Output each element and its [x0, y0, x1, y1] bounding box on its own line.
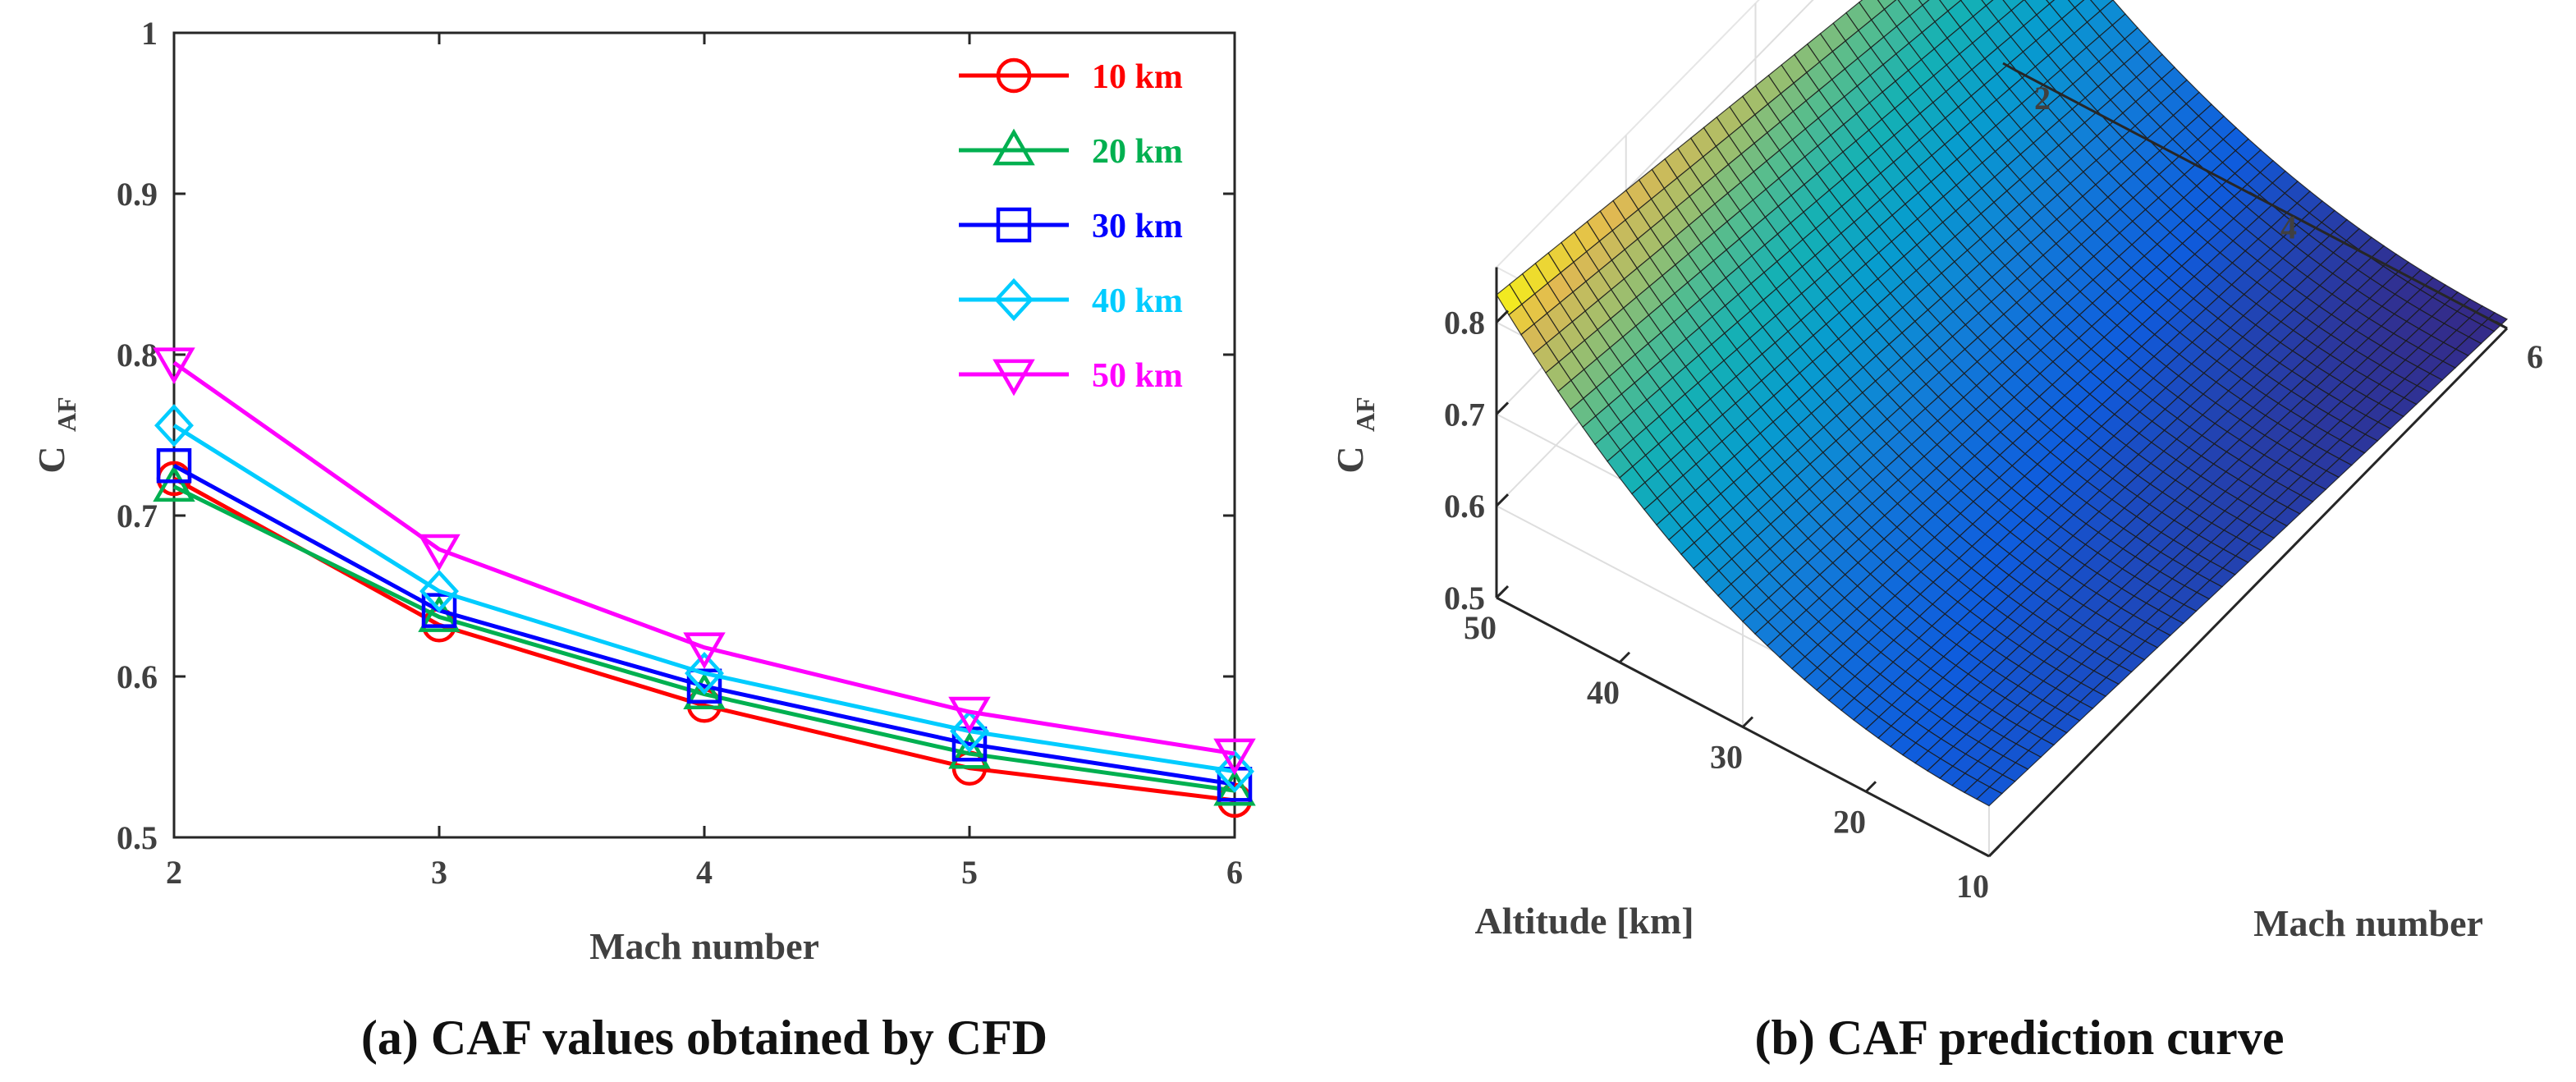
data-point: [153, 347, 195, 385]
chart-b-z-label-main: C: [1329, 446, 1371, 473]
chart-b-z-axis-label: C AF: [1329, 397, 1380, 473]
legend-entry: 20 km: [959, 128, 1183, 171]
chart-a-y-axis-label: C AF: [30, 397, 81, 473]
chart-a-x-axis-label: Mach number: [589, 925, 819, 967]
legend-label: 40 km: [1092, 282, 1183, 320]
legend-label: 30 km: [1092, 208, 1183, 245]
z-tick-mark: [1495, 493, 1510, 507]
chart-a-x-tick-label: 4: [696, 854, 713, 891]
altitude-tick-mark: [1618, 651, 1631, 663]
data-point: [948, 731, 991, 769]
surface-cell: [1975, 786, 2003, 807]
altitude-tick-label: 50: [1464, 609, 1497, 646]
data-point: [948, 696, 991, 734]
data-point: [683, 672, 726, 709]
data-point: [1213, 768, 1256, 806]
data-point: [154, 404, 194, 447]
series-50-km: [153, 347, 1256, 776]
mach-tick-label: 4: [2280, 209, 2297, 246]
legend-marker: [992, 359, 1035, 397]
mach-tick-mark: [2248, 191, 2262, 200]
legend-marker: [996, 207, 1032, 243]
legend-marker: [992, 128, 1035, 166]
data-point: [683, 632, 726, 670]
data-point: [686, 668, 722, 704]
data-point: [421, 593, 457, 628]
z-tick-label: 0.6: [1444, 488, 1485, 525]
legend-marker: [994, 277, 1034, 322]
data-point: [950, 709, 989, 753]
chart-b-z-label-sub: AF: [1350, 397, 1380, 432]
z-tick-mark: [1495, 401, 1510, 415]
data-point: [418, 534, 461, 571]
altitude-tick-mark: [1741, 716, 1754, 728]
chart-a-y-tick-label: 0.5: [117, 819, 158, 856]
chart-a-x-tick-label: 5: [961, 854, 978, 891]
chart-b-caption: (b) CAF prediction curve: [1755, 1011, 2285, 1065]
altitude-tick-mark: [1864, 781, 1877, 793]
legend-entry: 10 km: [959, 57, 1183, 96]
mach-tick-label: 6: [2527, 338, 2543, 375]
mach-tick-mark: [2495, 320, 2508, 330]
legend-entry: 50 km: [959, 357, 1183, 397]
z-tick-label: 0.5: [1444, 580, 1485, 617]
chart-a-x-tick-label: 3: [431, 854, 447, 891]
chart-a-y-tick-label: 0.6: [117, 658, 158, 695]
series-line: [172, 360, 1235, 756]
legend-label: 50 km: [1092, 357, 1183, 395]
z-tick-label: 0.7: [1444, 396, 1485, 433]
altitude-tick-label: 40: [1587, 674, 1620, 711]
data-point: [1213, 738, 1256, 776]
data-point: [1215, 750, 1254, 793]
surface-cell: [2046, 0, 2056, 5]
surface-cell: [1918, 0, 1930, 7]
altitude-tick-label: 10: [1956, 868, 1989, 905]
z-tick-mark: [1495, 309, 1510, 323]
chart-a-y-label-sub: AF: [52, 397, 81, 432]
chart-a-y-tick-label: 0.7: [117, 497, 158, 534]
z-tick-label: 0.8: [1444, 305, 1485, 342]
legend-entry: 40 km: [959, 277, 1183, 322]
data-point: [153, 465, 195, 502]
data-point: [156, 447, 192, 484]
legend-marker: [996, 57, 1032, 94]
chart-a-y-tick-label: 1: [141, 15, 158, 52]
mach-axis-line: [1987, 327, 2509, 858]
altitude-tick-mark: [1987, 845, 2001, 858]
chart-a-x-tick-label: 6: [1226, 854, 1243, 891]
altitude-tick-mark: [1495, 586, 1508, 599]
series-40-km: [154, 404, 1254, 793]
legend-label: 10 km: [1092, 58, 1183, 96]
chart-a: 2 3 4 5 6 0.5 0.6 0.7 0.8 0.9 1 10 km 20 km 30 km 40 …: [30, 15, 1256, 1065]
series-line: [172, 424, 1235, 774]
mach-tick-label: 2: [2034, 80, 2051, 117]
chart-a-y-tick-label: 0.8: [117, 337, 158, 374]
series-line: [172, 464, 1235, 786]
chart-b-mach-axis-label: Mach number: [2253, 902, 2483, 944]
chart-b-altitude-axis-label: Altitude [km]: [1474, 900, 1694, 942]
series-line: [172, 476, 1235, 803]
data-point: [419, 569, 459, 613]
surface: [1496, 0, 2509, 807]
chart-a-y-tick-label: 0.9: [117, 176, 158, 213]
chart-a-y-label-main: C: [30, 446, 72, 473]
data-point: [685, 651, 724, 695]
legend-entry: 30 km: [959, 207, 1183, 245]
mach-tick-mark: [2002, 62, 2015, 71]
legend-label: 20 km: [1092, 133, 1183, 171]
altitude-tick-label: 20: [1833, 803, 1866, 840]
chart-a-x-tick-label: 2: [166, 854, 182, 891]
chart-a-caption: (a) CAF values obtained by CFD: [361, 1011, 1047, 1065]
altitude-tick-label: 30: [1710, 739, 1743, 776]
